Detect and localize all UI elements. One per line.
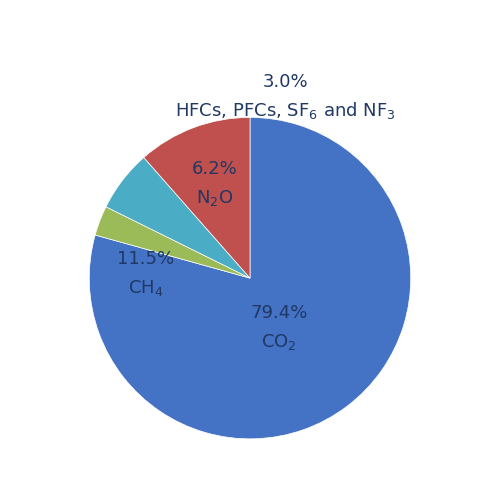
Text: 11.5%: 11.5% [117,250,174,268]
Text: CO$_2$: CO$_2$ [261,332,297,352]
Wedge shape [90,118,410,439]
Text: HFCs, PFCs, SF$_6$ and NF$_3$: HFCs, PFCs, SF$_6$ and NF$_3$ [175,100,396,121]
Text: N$_2$O: N$_2$O [196,188,234,208]
Wedge shape [95,207,250,278]
Text: 79.4%: 79.4% [250,304,308,322]
Wedge shape [106,158,250,278]
Text: 6.2%: 6.2% [192,160,238,178]
Text: 3.0%: 3.0% [262,73,308,91]
Wedge shape [144,118,250,278]
Text: CH$_4$: CH$_4$ [128,278,164,298]
